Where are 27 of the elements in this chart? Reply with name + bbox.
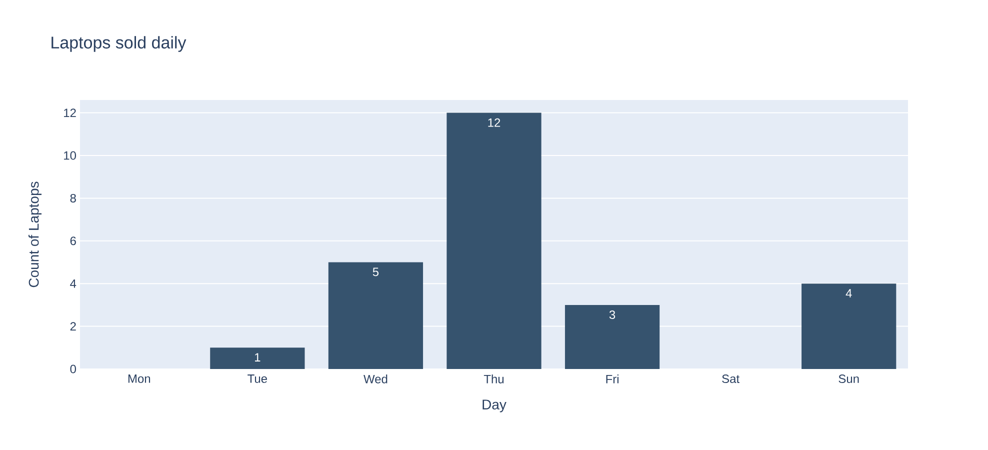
y-tick-label: 12 — [64, 108, 76, 117]
x-tick-label: Mon — [128, 374, 150, 383]
y-tick-label: 6 — [70, 236, 76, 246]
data-label: 5 — [372, 268, 379, 276]
y-tick-label: 4 — [70, 279, 76, 288]
y-tick-label: 10 — [64, 151, 76, 160]
y-tick-label: 0 — [70, 364, 76, 374]
data-label: 4 — [846, 289, 852, 298]
bar — [564, 304, 660, 369]
x-tick-label: Sat — [722, 374, 740, 384]
x-axis-title: Day — [482, 400, 506, 412]
data-label: 12 — [488, 118, 500, 127]
data-label: 3 — [609, 310, 616, 319]
y-tick-label: 8 — [70, 194, 76, 202]
bar — [446, 112, 542, 369]
x-tick-label: Thu — [484, 374, 504, 384]
bar — [210, 348, 305, 369]
x-tick-label: Fri — [606, 374, 618, 384]
bar — [328, 262, 424, 369]
y-tick-label: 2 — [70, 322, 76, 330]
chart-title: Laptops sold daily — [52, 36, 186, 52]
x-tick-label: Wed — [364, 374, 388, 384]
y-axis-title: Count of Laptops — [28, 182, 42, 288]
x-tick-label: Tue — [248, 374, 268, 383]
bar — [802, 284, 896, 369]
x-tick-label: Sun — [838, 374, 859, 384]
data-label: 1 — [255, 353, 260, 362]
